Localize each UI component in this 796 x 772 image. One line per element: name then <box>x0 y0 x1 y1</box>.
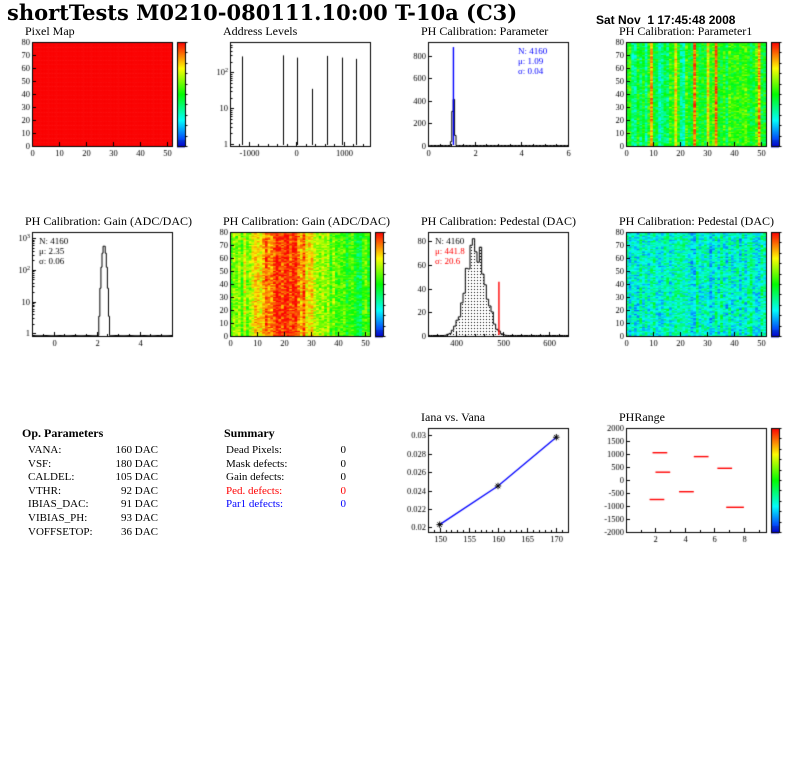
panel-gain-histogram: PH Calibration: Gain (ADC/DAC) <box>8 214 204 352</box>
parameter-row: Dead Pixels: 0 <box>226 444 346 458</box>
row-label: VTHR: <box>28 484 61 497</box>
row-value: 0 <box>340 498 347 511</box>
gain-histogram-canvas <box>8 228 204 352</box>
panel-pixel-map: Pixel Map <box>8 24 204 162</box>
row-value: 0 <box>340 484 347 497</box>
parameter-row: VTHR: 92 DAC <box>28 485 158 499</box>
gain-map-title: PH Calibration: Gain (ADC/DAC) <box>223 214 390 228</box>
pedestal-histogram-canvas <box>404 228 600 352</box>
summary-title: Summary <box>224 426 275 440</box>
panel-summary: Summary Dead Pixels: 0 Mask defects: 0 Gain … <box>224 426 374 512</box>
row-value: 105 DAC <box>115 471 158 484</box>
panel-address-levels: Address Levels <box>206 24 402 162</box>
row-value: 0 <box>340 471 347 484</box>
parameter-row: VOFFSETOP: 36 DAC <box>28 526 158 540</box>
op-parameters-title: Op. Parameters <box>22 426 104 440</box>
row-label: IBIAS_DAC: <box>28 498 89 511</box>
panel-iana-vs-vana: Iana vs. Vana <box>404 410 600 548</box>
row-value: 0 <box>340 444 347 456</box>
ph-calibration-parameter1-canvas <box>602 38 796 162</box>
row-value: 36 DAC <box>121 525 158 538</box>
row-value: 92 DAC <box>121 484 158 497</box>
row-label: Ped. defects: <box>226 484 283 497</box>
pixel-map-title: Pixel Map <box>25 24 75 38</box>
phrange-canvas <box>602 424 796 548</box>
parameter-row: Gain defects: 0 <box>226 471 346 485</box>
summary-rows: Dead Pixels: 0 Mask defects: 0 Gain defects:… <box>224 444 346 512</box>
timestamp: Sat Nov 1 17:45:48 2008 <box>596 13 736 27</box>
row-value: 180 DAC <box>115 457 158 470</box>
ph-calibration-parameter-title: PH Calibration: Parameter <box>421 24 549 38</box>
pedestal-histogram-title: PH Calibration: Pedestal (DAC) <box>421 214 576 228</box>
parameter-row: Ped. defects: 0 <box>226 485 346 499</box>
parameter-row: Mask defects: 0 <box>226 458 346 472</box>
row-label: VANA: <box>28 444 62 456</box>
op-parameters-rows: VANA: 160 DAC VSF: 180 DAC CALDEL: 105 DAC VTH… <box>22 444 158 539</box>
panel-pedestal-histogram: PH Calibration: Pedestal (DAC) <box>404 214 600 352</box>
gain-histogram-title: PH Calibration: Gain (ADC/DAC) <box>25 214 192 228</box>
gain-map-canvas <box>206 228 402 352</box>
parameter-row: CALDEL: 105 DAC <box>28 471 158 485</box>
row-label: Mask defects: <box>226 457 288 470</box>
panel-gain-map: PH Calibration: Gain (ADC/DAC) <box>206 214 402 352</box>
iana-vs-vana-title: Iana vs. Vana <box>421 410 486 424</box>
parameter-row: VSF: 180 DAC <box>28 458 158 472</box>
page-title: shortTests M0210-080111.10:00 T-10a (C3) <box>7 0 518 25</box>
panel-op-parameters: Op. Parameters VANA: 160 DAC VSF: 180 DAC CA… <box>22 426 182 539</box>
row-label: Dead Pixels: <box>226 444 282 456</box>
panel-ph-calibration-parameter1-map: PH Calibration: Parameter1 <box>602 24 796 162</box>
address-levels-canvas <box>206 38 402 162</box>
row-value: 0 <box>340 457 347 470</box>
panel-ph-calibration-parameter: PH Calibration: Parameter <box>404 24 600 162</box>
row-value: 91 DAC <box>121 498 158 511</box>
row-label: VIBIAS_PH: <box>28 511 88 524</box>
parameter-row: IBIAS_DAC: 91 DAC <box>28 498 158 512</box>
panel-phrange: PHRange <box>602 410 796 548</box>
address-levels-title: Address Levels <box>223 24 298 38</box>
pedestal-map-title: PH Calibration: Pedestal (DAC) <box>619 214 774 228</box>
row-value: 93 DAC <box>121 511 158 524</box>
ph-calibration-parameter1-title: PH Calibration: Parameter1 <box>619 24 753 38</box>
parameter-row: VIBIAS_PH: 93 DAC <box>28 512 158 526</box>
row-label: VSF: <box>28 457 52 470</box>
pixel-map-canvas <box>8 38 204 162</box>
row-label: VOFFSETOP: <box>28 525 93 538</box>
pedestal-map-canvas <box>602 228 796 352</box>
ph-calibration-parameter-canvas <box>404 38 600 162</box>
row-value: 160 DAC <box>115 444 158 456</box>
phrange-title: PHRange <box>619 410 665 424</box>
row-label: CALDEL: <box>28 471 75 484</box>
row-label: Par1 defects: <box>226 498 284 511</box>
panel-pedestal-map: PH Calibration: Pedestal (DAC) <box>602 214 796 352</box>
iana-vs-vana-canvas <box>404 424 600 548</box>
parameter-row: Par1 defects: 0 <box>226 498 346 512</box>
row-label: Gain defects: <box>226 471 285 484</box>
parameter-row: VANA: 160 DAC <box>28 444 158 458</box>
